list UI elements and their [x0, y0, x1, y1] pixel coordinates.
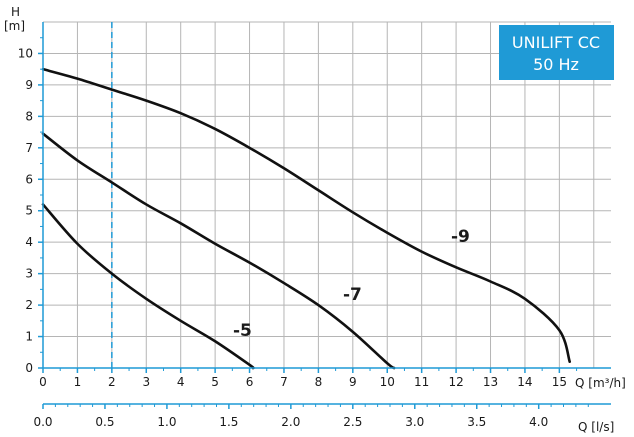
x-tick-label: 11 — [414, 375, 429, 389]
y-tick-label: 5 — [25, 204, 33, 218]
secondary-tick-label: 0.0 — [33, 415, 52, 429]
x-tick-label: 4 — [177, 375, 185, 389]
y-tick-label: 2 — [25, 298, 33, 312]
secondary-tick-label: 2.5 — [343, 415, 362, 429]
y-tick-label: 9 — [25, 78, 33, 92]
y-tick-label: 7 — [25, 141, 33, 155]
x-tick-label: 9 — [349, 375, 357, 389]
secondary-tick-label: 2.0 — [281, 415, 300, 429]
y-tick-label: 10 — [18, 46, 33, 60]
x-tick-label: 1 — [74, 375, 82, 389]
secondary-tick-label: 1.0 — [157, 415, 176, 429]
x-tick-label: 15 — [552, 375, 567, 389]
x-tick-label: 2 — [108, 375, 116, 389]
x-tick-label: 0 — [39, 375, 47, 389]
badge-title: UNILIFT CC — [512, 33, 600, 52]
series-curve-5 — [41, 203, 255, 370]
x-axis-secondary-label: Q [l/s] — [578, 420, 614, 434]
y-tick-label: 6 — [25, 172, 33, 186]
y-tick-label: 0 — [25, 361, 33, 375]
series-label-7: -7 — [343, 285, 362, 305]
series-curve-9 — [41, 67, 571, 364]
secondary-tick-label: 4.0 — [529, 415, 548, 429]
secondary-tick-label: 3.5 — [467, 415, 486, 429]
x-tick-label: 13 — [483, 375, 498, 389]
y-tick-label: 3 — [25, 267, 33, 281]
x-tick-label: 14 — [517, 375, 532, 389]
x-tick-label: 10 — [380, 375, 395, 389]
series-curve-7 — [41, 132, 396, 370]
y-axis-unit: [m] — [4, 19, 25, 33]
secondary-tick-label: 1.5 — [219, 415, 238, 429]
title-badge: UNILIFT CC 50 Hz — [499, 25, 614, 80]
y-tick-label: 4 — [25, 235, 33, 249]
x-tick-label: 5 — [211, 375, 219, 389]
x-tick-label: 7 — [280, 375, 288, 389]
x-tick-label: 12 — [448, 375, 463, 389]
series-label-9: -9 — [451, 227, 470, 247]
x-tick-label: 6 — [246, 375, 254, 389]
y-axis-label: H — [11, 5, 20, 19]
badge-background — [499, 25, 614, 80]
badge-frequency: 50 Hz — [533, 55, 579, 74]
series-label-5: -5 — [233, 321, 252, 341]
y-tick-label: 1 — [25, 330, 33, 344]
series-layer: -9 -7 -5 — [41, 67, 571, 370]
y-axis-title: H [m] — [4, 5, 25, 33]
secondary-tick-label: 3.0 — [405, 415, 424, 429]
x-axis-label: Q [m³/h] — [575, 376, 626, 390]
x-tick-label: 8 — [315, 375, 323, 389]
x-tick-label: 3 — [142, 375, 150, 389]
y-tick-label: 8 — [25, 109, 33, 123]
secondary-tick-label: 0.5 — [95, 415, 114, 429]
